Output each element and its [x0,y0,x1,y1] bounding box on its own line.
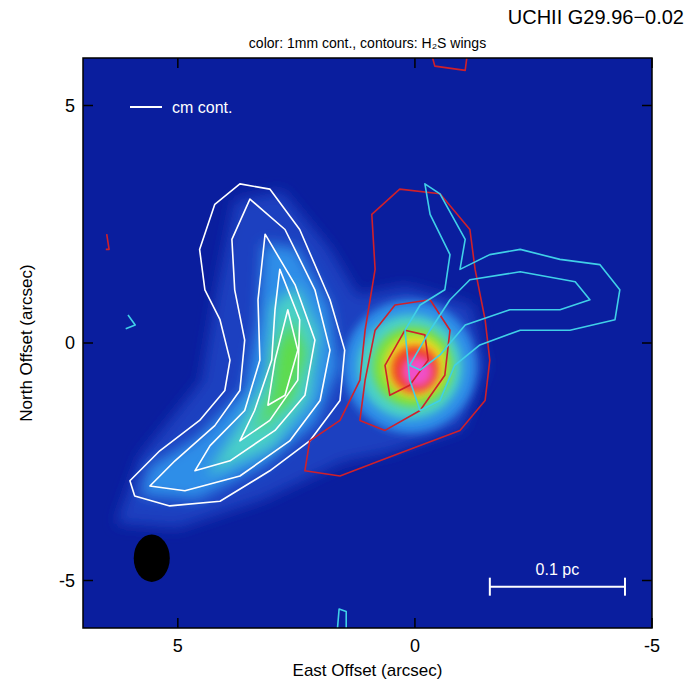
contour [126,315,136,329]
x-tick [414,58,416,68]
x-tick [177,618,179,628]
contour [150,199,330,491]
chart: 0.1 pc 5 0 -5 -5 0 5 East Offset (arcsec) North … [0,0,690,686]
contour [240,269,300,441]
x-axis-title: East Offset (arcsec) [293,661,443,680]
x-tick [177,58,179,68]
scale-bar-cap [624,578,626,596]
y-axis-title: North Offset (arcsec) [17,264,36,421]
contour [195,234,315,471]
contour [430,58,468,70]
scale-bar: 0.1 pc [490,561,625,596]
contour [337,609,347,628]
contour [410,272,590,370]
title: UCHII G29.96−0.02 [508,6,684,28]
x-tick-label: -5 [644,636,660,656]
contour [106,234,109,249]
beam [134,534,170,582]
image-background [83,58,652,628]
y-tick [642,105,652,107]
contour [130,184,345,506]
x-tick-label: 0 [410,636,420,656]
legend-label: cm cont. [172,99,232,116]
contour [405,184,620,411]
contour [268,310,298,405]
frame [83,58,652,628]
scale-bar-line [490,586,625,588]
scale-bar-cap [489,578,491,596]
y-tick-label: -5 [59,571,75,591]
subtitle: color: 1mm cont., contours: H₂S wings [249,35,486,51]
legend: cm cont. [130,99,232,116]
y-tick [642,580,652,582]
plot-area [83,58,652,628]
x-tick [651,618,653,628]
legend-swatch [130,106,162,108]
core-emission [391,345,438,393]
core-emission [358,315,462,420]
y-tick [83,580,93,582]
scale-bar-label: 0.1 pc [536,561,580,578]
x-tick [651,58,653,68]
y-tick-label: 0 [65,333,75,353]
x-tick [414,618,416,628]
emission-region [116,191,486,528]
y-tick-label: 5 [65,96,75,116]
emission-region [206,286,320,476]
y-tick [83,105,93,107]
x-tick-label: 5 [173,636,183,656]
y-tick [642,342,652,344]
y-tick [83,342,93,344]
